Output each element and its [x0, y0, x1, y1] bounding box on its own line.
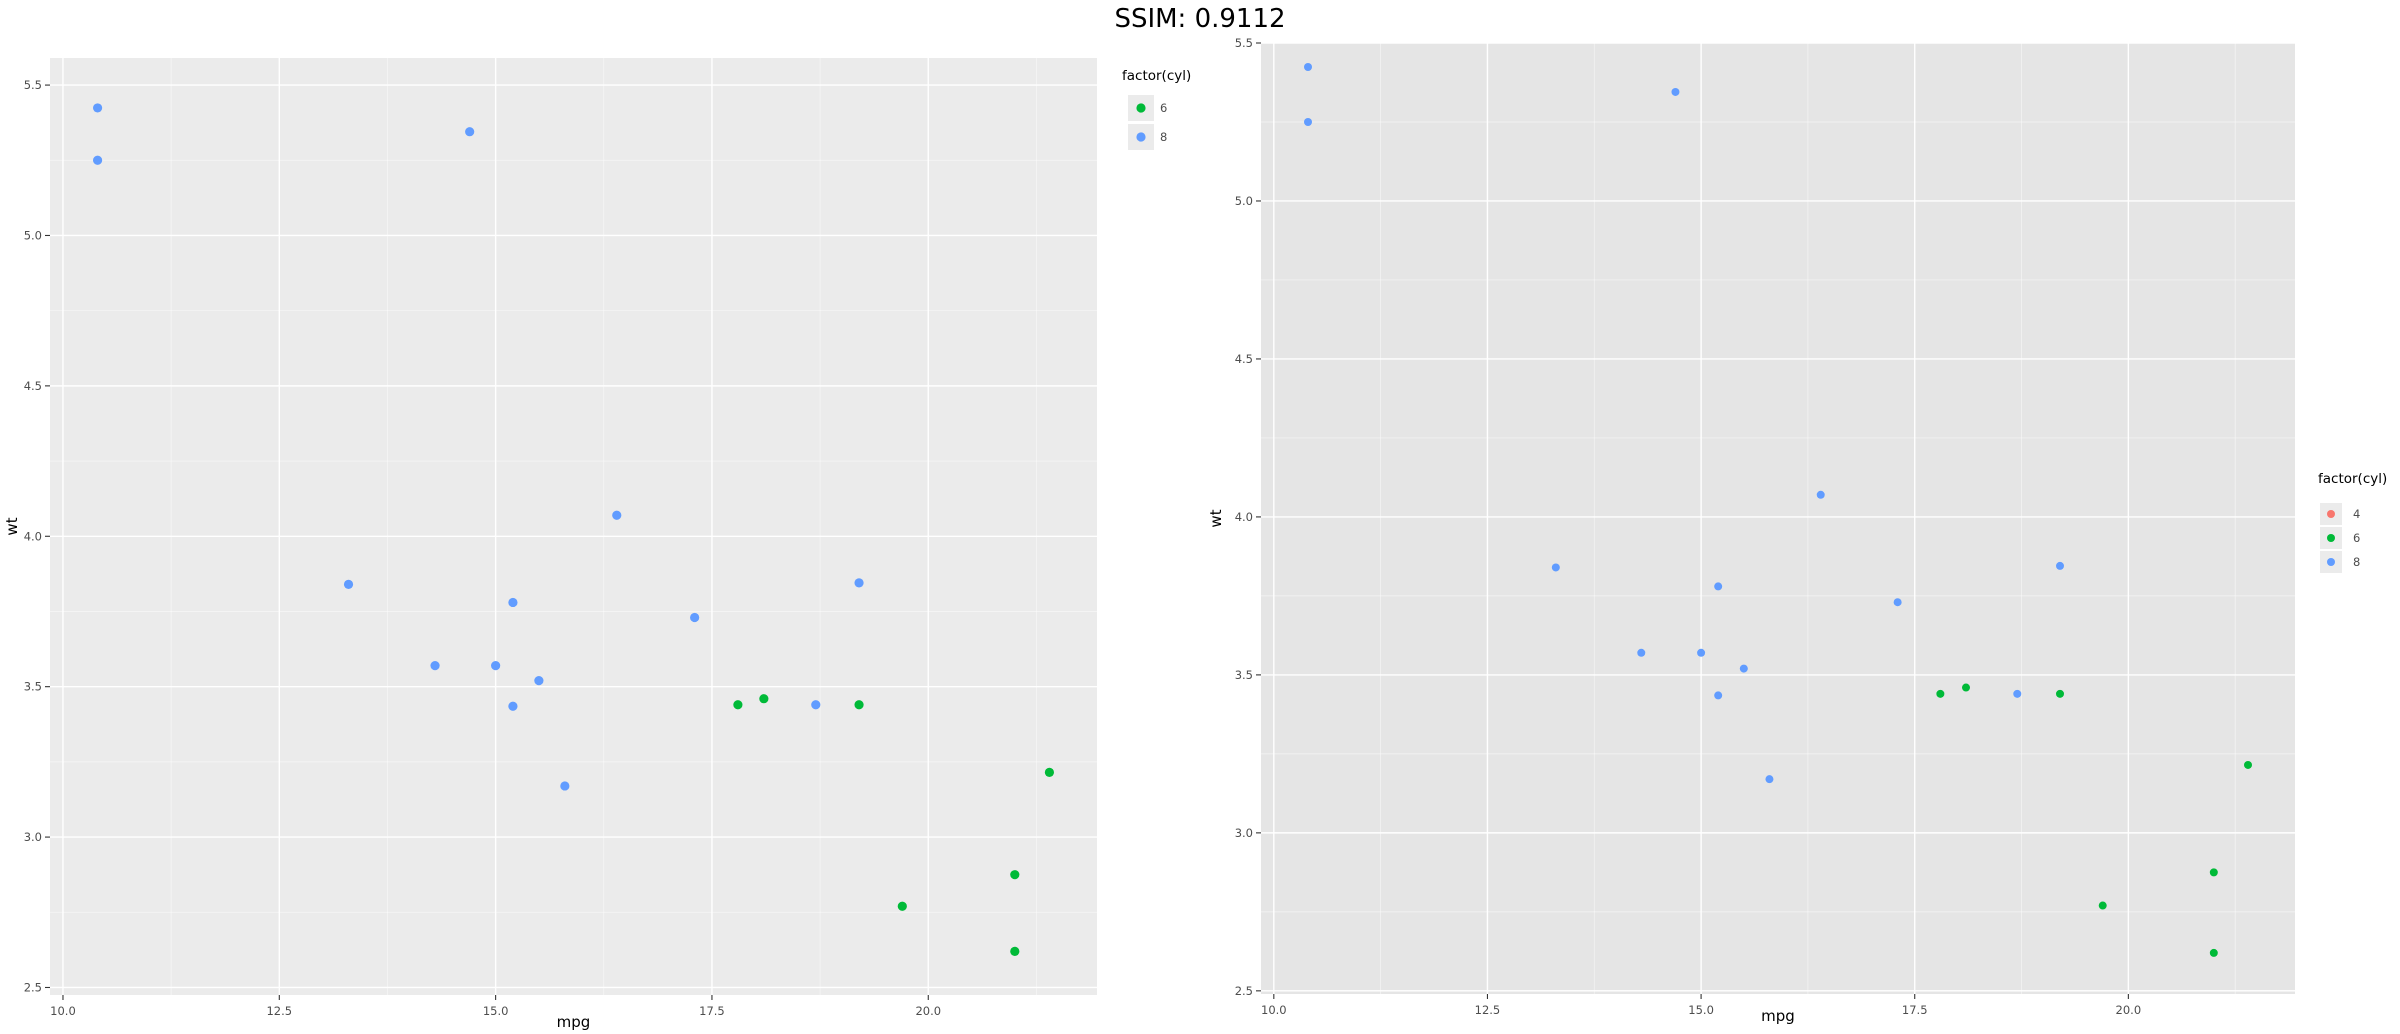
y-tick-label: 3.5 [1235, 668, 1253, 682]
data-point-cyl-8 [491, 661, 501, 671]
data-point-cyl-6 [1962, 683, 1970, 692]
data-point-cyl-8 [1739, 664, 1748, 673]
data-point-cyl-8 [343, 579, 354, 590]
data-point-cyl-6 [1010, 946, 1020, 956]
legend-title: factor(cyl) [2318, 471, 2387, 487]
legend-swatch-8 [1136, 132, 1146, 142]
data-point-cyl-6 [1044, 767, 1055, 778]
data-point-cyl-8 [92, 103, 103, 113]
legend-title: factor(cyl) [1122, 68, 1191, 84]
data-point-cyl-8 [1765, 775, 1774, 784]
y-axis-title: wt [1207, 509, 1225, 527]
x-tick-label: 12.5 [266, 1004, 292, 1018]
x-tick-label: 17.5 [1902, 1003, 1928, 1017]
data-point-cyl-6 [2209, 948, 2218, 957]
data-point-cyl-8 [534, 676, 544, 686]
y-tick-label: 3.5 [24, 680, 42, 694]
data-point-cyl-8 [1816, 490, 1825, 499]
y-axis-title: wt [3, 517, 21, 535]
legend-label-4: 4 [2353, 507, 2360, 521]
legend-label-8: 8 [2353, 555, 2360, 569]
x-tick-label: 20.0 [915, 1004, 941, 1018]
y-tick-label: 5.0 [24, 228, 42, 242]
data-point-cyl-8 [430, 661, 440, 671]
y-tick-label: 4.5 [24, 379, 42, 393]
data-point-cyl-8 [690, 612, 700, 623]
data-point-cyl-8 [1671, 87, 1680, 96]
y-tick-label: 4.5 [1235, 352, 1253, 366]
data-point-cyl-6 [2209, 868, 2218, 877]
page-title: SSIM: 0.9112 [1114, 4, 1286, 34]
legend-swatch-6 [1136, 103, 1146, 113]
x-axis-title: mpg [557, 1013, 591, 1031]
data-point-cyl-8 [811, 700, 821, 710]
data-point-cyl-6 [2244, 760, 2252, 769]
data-point-cyl-8 [1714, 691, 1723, 700]
plot-panel [1261, 43, 2295, 994]
chart-right: 10.0 12.5 15.0 17.5 20.0 2.5 3.0 3.5 4.0 4.5 5.0 5.… [1207, 36, 2387, 1025]
legend-label-6: 6 [1160, 101, 1167, 115]
data-point-cyl-8 [2013, 689, 2022, 698]
data-point-cyl-8 [465, 127, 475, 137]
data-point-cyl-6 [2056, 689, 2064, 698]
x-axis-title: mpg [1761, 1007, 1795, 1025]
y-tick-label: 4.0 [1235, 510, 1253, 524]
data-point-cyl-8 [612, 510, 622, 520]
x-tick-label: 10.0 [1261, 1003, 1287, 1017]
legend-swatch-8 [2327, 558, 2335, 566]
data-point-cyl-6 [733, 700, 743, 710]
data-point-cyl-8 [508, 701, 518, 711]
data-point-cyl-6 [854, 700, 864, 710]
x-tick-label: 17.5 [699, 1004, 725, 1018]
data-point-cyl-8 [1551, 563, 1560, 572]
data-point-cyl-8 [1697, 648, 1706, 657]
y-tick-label: 5.5 [24, 78, 42, 92]
data-point-cyl-8 [1304, 117, 1312, 126]
plot-panel [50, 58, 1097, 995]
data-point-cyl-8 [1714, 582, 1723, 591]
x-tick-label: 12.5 [1475, 1003, 1501, 1017]
data-point-cyl-8 [2056, 561, 2064, 570]
y-tick-label: 3.0 [1235, 826, 1253, 840]
data-point-cyl-8 [508, 597, 518, 608]
data-point-cyl-8 [1637, 648, 1646, 657]
data-point-cyl-6 [759, 694, 769, 704]
chart-left: 10.0 12.5 15.0 17.5 20.0 2.5 3.0 3.5 4.0 4.5 5.0 5.… [3, 58, 1191, 1031]
x-tick-label: 10.0 [50, 1004, 76, 1018]
x-tick-label: 15.0 [483, 1004, 509, 1018]
legend-label-8: 8 [1160, 130, 1167, 144]
data-point-cyl-6 [1936, 689, 1945, 698]
y-tick-label: 3.0 [24, 830, 42, 844]
legend-label-6: 6 [2353, 531, 2360, 545]
y-tick-label: 2.5 [24, 980, 42, 994]
y-tick-label: 5.5 [1235, 36, 1253, 50]
y-tick-label: 2.5 [1235, 984, 1253, 998]
data-point-cyl-8 [854, 578, 864, 588]
x-tick-label: 15.0 [1688, 1003, 1714, 1017]
data-point-cyl-8 [1304, 63, 1312, 72]
data-point-cyl-8 [560, 781, 570, 791]
data-point-cyl-8 [1893, 598, 1902, 607]
legend-swatch-6 [2327, 534, 2335, 542]
y-tick-label: 4.0 [24, 529, 42, 543]
x-tick-label: 20.0 [2116, 1003, 2142, 1017]
data-point-cyl-6 [897, 901, 907, 911]
data-point-cyl-8 [92, 155, 103, 165]
legend-swatch-4 [2327, 510, 2335, 518]
data-point-cyl-6 [1010, 870, 1020, 880]
y-tick-label: 5.0 [1235, 194, 1253, 208]
data-point-cyl-6 [2098, 901, 2107, 910]
